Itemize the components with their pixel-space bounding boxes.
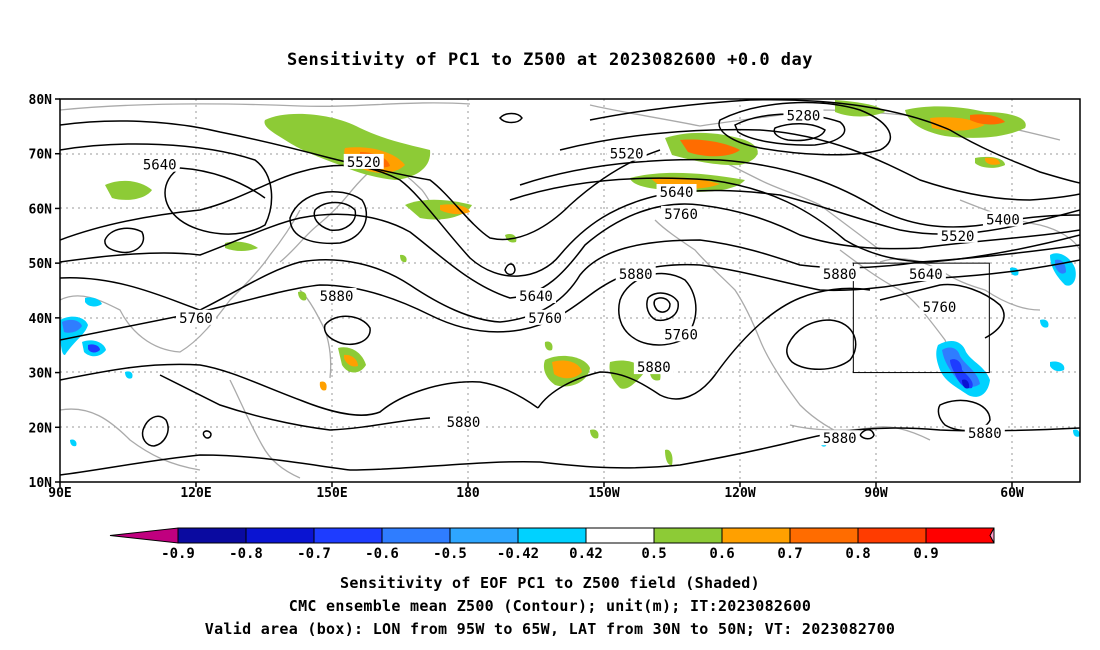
contour-label: 5760 [664,207,698,223]
contour-label-bg [343,153,384,169]
lat-label: 80N [29,93,53,108]
contour-label-bg [937,227,978,243]
colorbar-segment [177,527,247,544]
colorbar-segment [653,527,723,544]
map-title: Sensitivity of PC1 to Z500 at 2023082600… [286,50,813,70]
contour-label-bg [661,205,702,221]
colorbar-tick-label: 0.5 [641,546,666,562]
colorbar-segment [585,527,655,544]
contour-label: 5880 [320,289,354,305]
contour-label: 5880 [823,431,857,447]
map-frame [59,98,1081,483]
lon-label: 150W [588,486,619,501]
contour-label-bg [176,309,216,325]
contour-label-bg [525,309,566,325]
contour-label-bg [139,156,180,172]
colorbar-tick-label: -0.6 [365,546,399,562]
colorbar-segment [925,527,995,544]
lat-label: 70N [29,148,53,163]
contour-label-bg [982,211,1023,227]
contour-label: 5520 [610,147,644,163]
longitude-labels: 90E 120E 150E 180 150W 120W 90W 60W [48,482,1024,501]
contour-label-bg [819,430,860,446]
contour-label-bg [783,107,824,123]
contour-label: 5760 [179,311,213,327]
contour-label: 5640 [519,289,553,305]
contour-label: 5880 [823,267,857,283]
lon-label: 90E [48,486,71,501]
colorbar-tick-label: -0.7 [297,546,331,562]
caption-line-3: Valid area (box): LON from 95W to 65W, L… [204,620,896,638]
lon-label: 180 [456,486,480,501]
colorbar-tick-label: -0.9 [161,546,195,562]
contour-label: 5880 [968,426,1002,442]
valid-area-box [852,262,990,374]
lat-label: 40N [29,312,53,327]
colorbar-segment [449,527,519,544]
contour-label-bg [516,287,556,303]
contour-label-bg [964,424,1005,440]
caption-line-1: Sensitivity of EOF PC1 to Z500 field (Sh… [340,574,760,592]
colorbar-segment [245,527,315,544]
lat-label: 10N [29,476,53,491]
contour-label: 5880 [619,267,653,283]
contour-label: 5520 [347,155,381,171]
colorbar: -0.9 -0.8 -0.7 -0.6 -0.5 -0.42 0.42 0.5 0.6 0.7 0.… [109,527,995,562]
colorbar-tick-label: 0.9 [913,546,938,562]
contour-label-bg [316,287,357,303]
z500-contours [60,99,1080,476]
lon-label: 150E [316,486,347,501]
contour-label: 5280 [787,108,821,124]
colorbar-tick-label: 0.6 [709,546,734,562]
colorbar-tick-label: -0.5 [433,546,467,562]
colorbar-tick-label: -0.42 [497,546,539,562]
coastlines [60,102,1080,479]
colorbar-segment [721,527,791,544]
contour-label-bg [905,266,946,282]
colorbar-tick-label: 0.42 [569,546,603,562]
contour-label-group: 5640 5520 5880 5760 5640 5760 5880 5760 5880 5520… [139,107,1023,447]
lat-label: 50N [29,257,53,272]
contour-label: 5880 [637,360,671,376]
colorbar-arrow-right [989,527,995,544]
lon-label: 120E [180,486,211,501]
contour-label: 5760 [528,311,562,327]
contour-label: 5400 [986,212,1020,228]
colorbar-tick-label: -0.8 [229,546,263,562]
lon-label: 120W [724,486,755,501]
colorbar-segment [381,527,451,544]
contour-label-bg [819,266,860,282]
contour-label-bg [919,298,960,314]
lat-label: 30N [29,367,53,382]
contour-label-bg [656,184,697,200]
contour-label-bg [633,359,674,375]
map-gridlines [60,99,1080,482]
colorbar-segment [517,527,587,544]
colorbar-segment [789,527,859,544]
lon-label: 90W [864,486,888,501]
colorbar-segment [313,527,383,544]
contour-label-bg [606,145,647,161]
colorbar-tick-label: 0.7 [777,546,802,562]
contour-label: 5640 [143,158,177,174]
contour-label: 5760 [664,327,698,343]
contour-label-bg [661,326,702,342]
colorbar-tick-label: 0.8 [845,546,870,562]
contour-label-bg [615,266,656,282]
colorbar-segment [857,527,927,544]
lat-label: 20N [29,421,53,436]
contour-label: 5760 [923,300,957,316]
lat-label: 60N [29,202,53,217]
colorbar-arrow-left [109,527,179,544]
contour-label: 5880 [447,415,481,431]
contour-label: 5640 [660,185,694,201]
contour-label: 5520 [941,229,975,245]
contour-label: 5640 [909,267,943,283]
contour-label-bg [443,413,484,429]
caption-line-2: CMC ensemble mean Z500 (Contour); unit(m… [288,597,812,615]
latitude-labels: 80N 70N 60N 50N 40N 30N 20N 10N [29,93,60,491]
lon-label: 60W [1000,486,1024,501]
